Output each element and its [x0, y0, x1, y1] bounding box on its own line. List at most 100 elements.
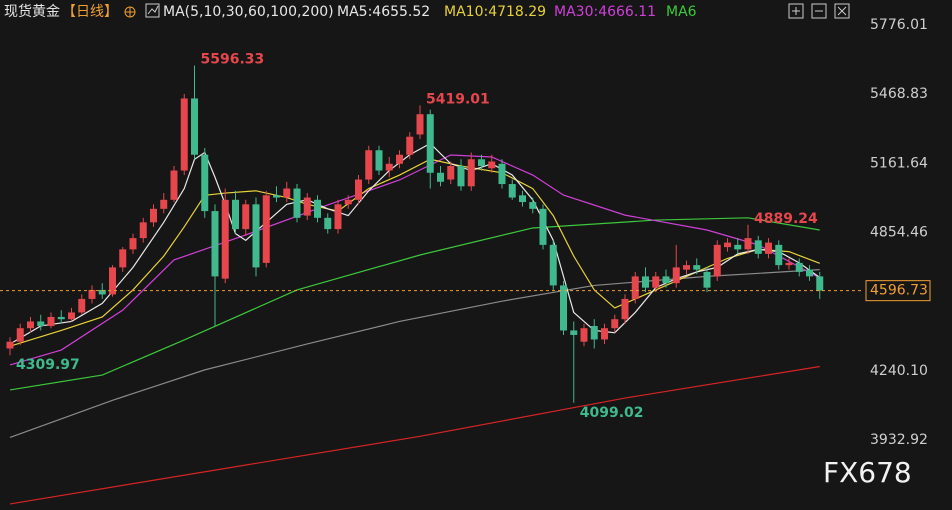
candle-body	[109, 267, 116, 295]
candle-body	[232, 199, 239, 230]
candle-body	[426, 114, 434, 173]
y-tick-label: 4854.46	[870, 225, 928, 241]
price-mark: 4889.24	[754, 211, 818, 227]
candle-body	[293, 188, 301, 218]
candle-body	[119, 249, 127, 268]
legend-entry: MA6	[666, 4, 697, 20]
price-mark: 5419.01	[426, 91, 490, 107]
candle-body	[806, 269, 813, 277]
add-icon[interactable]	[124, 6, 136, 18]
legend-entry: MA5:4655.52	[337, 4, 430, 20]
candle-body	[693, 265, 701, 270]
candle-body	[57, 316, 65, 320]
candle-body	[590, 325, 598, 340]
candle-body	[652, 276, 660, 288]
y-tick-label: 5161.64	[870, 155, 928, 171]
candle-body	[734, 244, 742, 250]
indicator: MA(5,10,30,60,100,200)	[163, 4, 334, 20]
y-tick-label: 4240.10	[870, 363, 928, 379]
candle-body	[754, 240, 762, 254]
ma-line	[9, 154, 821, 366]
candle-body	[180, 98, 188, 171]
candle-body	[560, 285, 567, 331]
candle-body	[68, 312, 75, 320]
price-mark: 5596.33	[201, 51, 265, 67]
candle-body	[252, 204, 260, 268]
candle-body	[6, 341, 14, 349]
candle-body	[529, 202, 537, 209]
candle-body	[672, 267, 680, 284]
candle-body	[396, 154, 403, 164]
candle-body	[621, 298, 629, 320]
candle-body	[785, 262, 793, 266]
candle-body	[201, 154, 209, 212]
candle-body	[457, 166, 465, 187]
ma-line	[9, 365, 820, 505]
candle-body	[314, 199, 321, 218]
candle-body	[631, 276, 639, 299]
candle-body	[508, 184, 516, 198]
last-price-label: 4596.73	[870, 283, 928, 299]
price-mark: 4099.02	[580, 405, 644, 421]
candle-body	[416, 114, 424, 135]
candle-body	[324, 217, 332, 230]
candle-body	[211, 211, 219, 277]
indicator-icon[interactable]	[145, 3, 160, 18]
candle-body	[816, 276, 824, 291]
candle-body	[283, 188, 291, 198]
candle-body	[273, 195, 280, 198]
candle-body	[355, 179, 362, 200]
candle-body	[129, 238, 137, 250]
candle-body	[703, 271, 711, 288]
candle-body	[775, 244, 783, 266]
candle-body	[478, 159, 485, 167]
candle-body	[488, 161, 496, 169]
title: 现货黄金	[4, 3, 60, 20]
candle-body	[642, 276, 649, 288]
candle-body	[539, 208, 547, 245]
candle-body	[16, 328, 24, 342]
candle-body	[303, 197, 311, 216]
legend-entry: MA10:4718.29	[444, 4, 546, 20]
candle-body	[498, 163, 506, 185]
watermark: FX678	[823, 456, 912, 489]
candle-body	[713, 244, 721, 277]
ma-line	[9, 217, 820, 391]
y-tick-label: 3932.92	[870, 432, 928, 448]
y-tick-label: 5468.83	[870, 86, 928, 102]
period[interactable]: 【日线】	[62, 4, 118, 20]
candle-body	[221, 199, 229, 279]
candle-body	[447, 166, 455, 180]
candle-body	[437, 172, 444, 182]
candle-body	[662, 276, 670, 284]
candle-body	[375, 150, 383, 171]
candle-body	[365, 150, 373, 180]
candle-body	[160, 199, 168, 209]
candle-body	[744, 238, 752, 250]
candle-body	[139, 222, 147, 239]
candle-body	[37, 321, 45, 326]
candle-body	[27, 321, 34, 329]
candle-body	[467, 159, 475, 187]
candle-body	[570, 330, 578, 335]
last-price-box	[865, 280, 931, 302]
candle-body	[406, 136, 414, 155]
candle-body	[242, 204, 250, 230]
candle-body	[191, 98, 198, 155]
candle-body	[683, 265, 690, 270]
candle-body	[47, 316, 55, 326]
candle-body	[344, 199, 352, 205]
candle-body	[88, 289, 96, 299]
candle-body	[150, 208, 157, 223]
candle-body	[98, 289, 106, 295]
candle-body	[519, 195, 526, 203]
candle-body	[795, 262, 803, 272]
price-mark: 4309.97	[16, 357, 80, 373]
candle-body	[262, 195, 270, 263]
candle-body	[611, 319, 619, 329]
candle-body	[724, 242, 731, 248]
window-icons[interactable]	[788, 3, 850, 19]
